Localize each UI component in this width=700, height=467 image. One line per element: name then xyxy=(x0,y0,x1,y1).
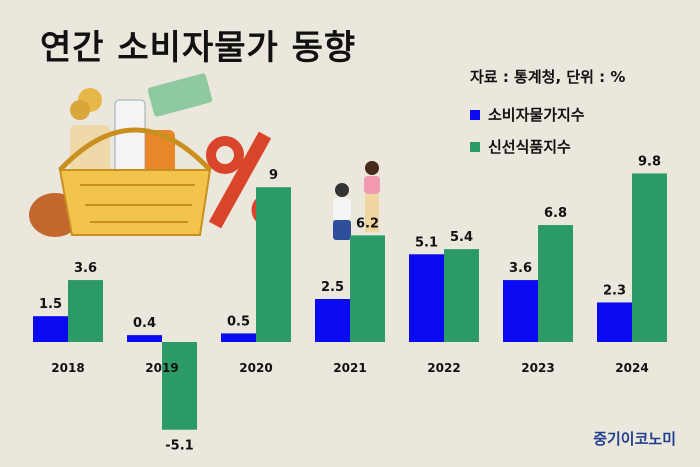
value-label-fresh-food-2023: 6.8 xyxy=(544,206,567,221)
bar-fresh-food-2020 xyxy=(256,187,291,342)
chart-title: 연간 소비자물가 동향 xyxy=(40,28,357,68)
value-label-cpi-2024: 2.3 xyxy=(603,283,626,298)
bar-fresh-food-2024 xyxy=(632,173,667,342)
bar-fresh-food-2022 xyxy=(444,249,479,342)
bar-cpi-2018 xyxy=(33,316,68,342)
bar-cpi-2020 xyxy=(221,333,256,342)
bar-cpi-2021 xyxy=(315,299,350,342)
value-labels-group: 1.5 3.6 0.4 -5.1 0.5 9 2.5 6.2 5.1 5.4 3.6 6.8 2.3 9.… xyxy=(39,154,661,453)
shopping-basket-illustration xyxy=(29,73,213,237)
bar-cpi-2022 xyxy=(409,254,444,342)
legend-label-fresh-food: 신선식품지수 xyxy=(488,138,571,156)
value-label-fresh-food-2020: 9 xyxy=(269,168,278,183)
value-label-fresh-food-2019: -5.1 xyxy=(165,439,193,454)
bar-fresh-food-2019 xyxy=(162,342,197,430)
value-label-fresh-food-2021: 6.2 xyxy=(356,216,379,231)
people-illustration xyxy=(333,161,380,240)
value-label-fresh-food-2022: 5.4 xyxy=(450,230,473,245)
value-label-fresh-food-2018: 3.6 xyxy=(74,261,97,276)
x-tick-label-2020: 2020 xyxy=(239,361,272,375)
x-axis-ticks-group: 2018 2019 2020 2021 2022 2023 2024 xyxy=(51,361,648,375)
value-label-cpi-2023: 3.6 xyxy=(509,261,532,276)
value-label-cpi-2018: 1.5 xyxy=(39,297,62,312)
bar-cpi-2019 xyxy=(127,335,162,342)
x-tick-label-2019: 2019 xyxy=(145,361,178,375)
legend-item-cpi: 소비자물가지수 xyxy=(470,104,585,125)
legend-label-cpi: 소비자물가지수 xyxy=(488,106,585,124)
legend-item-fresh-food: 신선식품지수 xyxy=(470,136,571,157)
bar-cpi-2024 xyxy=(597,302,632,342)
x-tick-label-2024: 2024 xyxy=(615,361,648,375)
brand-logo: 중기이코노미 xyxy=(593,430,676,448)
value-label-cpi-2019: 0.4 xyxy=(133,316,156,331)
bars-group xyxy=(33,173,667,430)
bar-fresh-food-2023 xyxy=(538,225,573,342)
legend-swatch-fresh-food xyxy=(470,141,480,152)
source-note: 자료 : 통계청, 단위 : % xyxy=(470,68,626,86)
value-label-cpi-2022: 5.1 xyxy=(415,235,438,250)
legend-swatch-cpi xyxy=(470,109,480,120)
value-label-fresh-food-2024: 9.8 xyxy=(638,154,661,169)
value-label-cpi-2021: 2.5 xyxy=(321,280,344,295)
bar-fresh-food-2021 xyxy=(350,235,385,342)
bar-cpi-2023 xyxy=(503,280,538,342)
x-tick-label-2023: 2023 xyxy=(521,361,554,375)
x-tick-label-2022: 2022 xyxy=(427,361,460,375)
x-tick-label-2021: 2021 xyxy=(333,361,366,375)
value-label-cpi-2020: 0.5 xyxy=(227,314,250,329)
x-tick-label-2018: 2018 xyxy=(51,361,84,375)
bar-fresh-food-2018 xyxy=(68,280,103,342)
